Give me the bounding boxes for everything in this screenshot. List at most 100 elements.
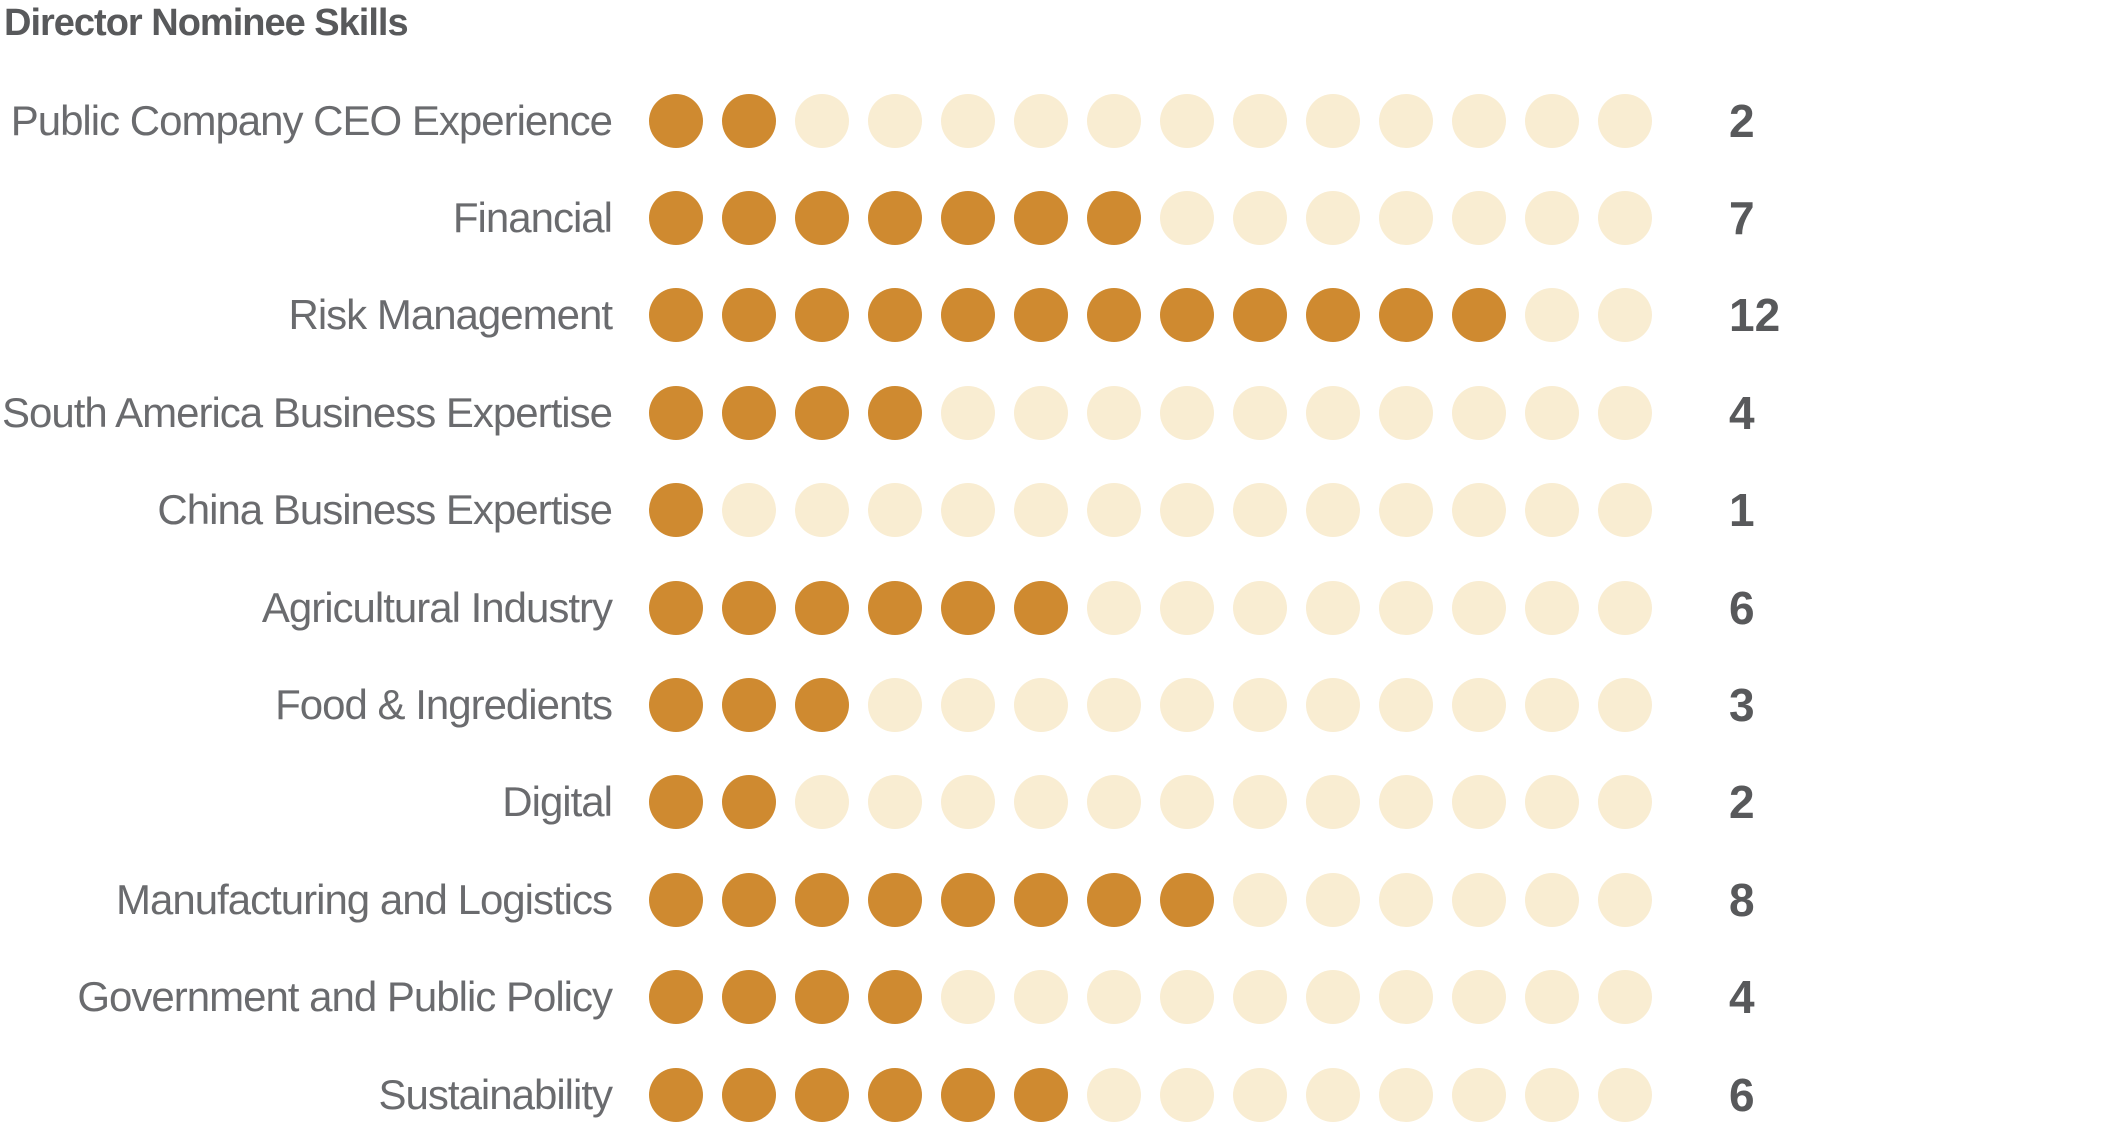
skill-label: Government and Public Policy: [77, 973, 613, 1021]
empty-dot: [1598, 775, 1652, 830]
empty-dot: [1233, 1067, 1287, 1122]
empty-dot: [1452, 191, 1506, 246]
empty-dot: [1598, 93, 1652, 148]
empty-dot: [1525, 970, 1579, 1025]
empty-dot: [941, 678, 995, 733]
filled-dot: [1379, 288, 1433, 343]
empty-dot: [1525, 385, 1579, 440]
filled-dot: [722, 1067, 776, 1122]
empty-dot: [941, 385, 995, 440]
empty-dot: [1233, 775, 1287, 830]
empty-dot: [1160, 580, 1214, 635]
filled-dot: [795, 872, 849, 927]
skill-row: Government and Public Policy 4: [0, 949, 2128, 1046]
filled-dot: [1014, 580, 1068, 635]
filled-dot: [868, 1067, 922, 1122]
empty-dot: [1014, 775, 1068, 830]
skill-label: Manufacturing and Logistics: [116, 875, 613, 923]
filled-dot: [722, 93, 776, 148]
filled-dot: [795, 580, 849, 635]
empty-dot: [941, 483, 995, 538]
empty-dot: [1233, 191, 1287, 246]
empty-dot: [1087, 775, 1141, 830]
empty-dot: [1014, 385, 1068, 440]
empty-dot: [1525, 288, 1579, 343]
empty-dot: [1306, 580, 1360, 635]
skill-label: Digital: [502, 778, 613, 826]
filled-dot: [722, 191, 776, 246]
empty-dot: [1306, 191, 1360, 246]
filled-dot: [1452, 288, 1506, 343]
filled-dot: [941, 872, 995, 927]
empty-dot: [1306, 775, 1360, 830]
dot-track: [649, 678, 1652, 733]
empty-dot: [1160, 775, 1214, 830]
dot-track: [649, 288, 1652, 343]
empty-dot: [1598, 872, 1652, 927]
empty-dot: [1160, 483, 1214, 538]
filled-dot: [722, 288, 776, 343]
skill-row: Food & Ingredients 3: [0, 656, 2128, 753]
filled-dot: [1014, 191, 1068, 246]
dot-track: [649, 385, 1652, 440]
empty-dot: [1014, 970, 1068, 1025]
skill-row: Sustainability 6: [0, 1046, 2128, 1143]
empty-dot: [1379, 93, 1433, 148]
skill-label: Agricultural Industry: [261, 583, 613, 631]
skill-count: 4: [1729, 386, 1755, 439]
empty-dot: [868, 93, 922, 148]
empty-dot: [1306, 970, 1360, 1025]
filled-dot: [941, 288, 995, 343]
empty-dot: [1160, 970, 1214, 1025]
filled-dot: [649, 580, 703, 635]
skill-label: Financial: [452, 194, 613, 242]
dot-track: [649, 1067, 1652, 1122]
empty-dot: [868, 775, 922, 830]
empty-dot: [722, 483, 776, 538]
empty-dot: [1598, 678, 1652, 733]
empty-dot: [1598, 191, 1652, 246]
skill-row: Digital 2: [0, 754, 2128, 851]
empty-dot: [1452, 580, 1506, 635]
filled-dot: [722, 775, 776, 830]
dot-track: [649, 775, 1652, 830]
filled-dot: [795, 385, 849, 440]
empty-dot: [1087, 385, 1141, 440]
filled-dot: [868, 970, 922, 1025]
empty-dot: [1087, 1067, 1141, 1122]
empty-dot: [1598, 288, 1652, 343]
filled-dot: [1160, 872, 1214, 927]
empty-dot: [1233, 93, 1287, 148]
filled-dot: [868, 191, 922, 246]
empty-dot: [1525, 872, 1579, 927]
filled-dot: [649, 872, 703, 927]
empty-dot: [1087, 580, 1141, 635]
empty-dot: [1379, 580, 1433, 635]
empty-dot: [1014, 483, 1068, 538]
filled-dot: [649, 775, 703, 830]
empty-dot: [1306, 678, 1360, 733]
skill-label: Sustainability: [378, 1070, 613, 1118]
skill-label: Risk Management: [288, 291, 613, 339]
dot-track: [649, 872, 1652, 927]
empty-dot: [1160, 93, 1214, 148]
filled-dot: [795, 191, 849, 246]
filled-dot: [1014, 872, 1068, 927]
skill-count: 12: [1729, 289, 1781, 342]
empty-dot: [868, 678, 922, 733]
skills-rows: Public Company CEO Experience 2 Financial 7…: [0, 72, 2128, 1143]
empty-dot: [1598, 580, 1652, 635]
dot-track: [649, 191, 1652, 246]
filled-dot: [868, 580, 922, 635]
empty-dot: [1598, 483, 1652, 538]
empty-dot: [941, 775, 995, 830]
empty-dot: [1452, 775, 1506, 830]
dot-track: [649, 483, 1652, 538]
empty-dot: [1087, 93, 1141, 148]
empty-dot: [1452, 483, 1506, 538]
skill-count: 4: [1729, 971, 1755, 1024]
filled-dot: [795, 970, 849, 1025]
chart-title: Director Nominee Skills: [4, 2, 409, 44]
empty-dot: [1525, 678, 1579, 733]
empty-dot: [1233, 483, 1287, 538]
